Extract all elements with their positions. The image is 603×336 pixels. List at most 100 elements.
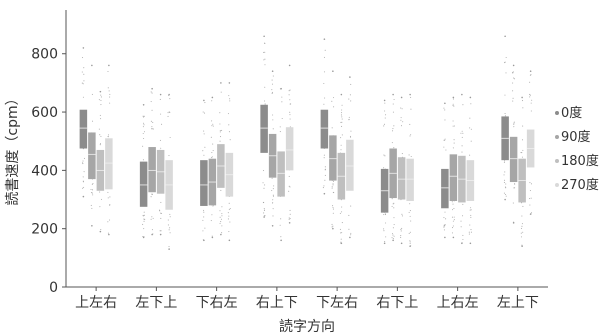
data-point — [504, 113, 506, 115]
data-point — [160, 113, 162, 115]
data-point — [513, 121, 515, 123]
data-point — [391, 237, 393, 239]
data-point — [142, 235, 144, 238]
data-point — [332, 183, 334, 185]
data-point — [340, 114, 343, 116]
data-point — [169, 232, 171, 234]
data-point — [271, 83, 274, 85]
data-point — [167, 115, 169, 118]
data-point — [529, 189, 531, 192]
data-point — [271, 92, 273, 94]
data-point — [152, 121, 154, 123]
data-point — [340, 112, 343, 114]
data-point — [91, 189, 94, 191]
x-tick-label: 下右左 — [196, 295, 238, 311]
data-point — [350, 83, 352, 85]
data-point — [91, 93, 93, 95]
data-point — [453, 105, 455, 107]
data-point — [150, 100, 152, 103]
data-point — [90, 191, 93, 194]
legend-marker-2 — [555, 135, 559, 139]
data-point — [332, 212, 334, 214]
data-point — [98, 128, 100, 130]
x-tick-label: 下左右 — [316, 295, 358, 311]
box-4-1 — [105, 138, 113, 190]
data-point — [444, 119, 446, 121]
data-point — [341, 121, 343, 123]
data-point — [100, 198, 103, 200]
data-point — [168, 154, 170, 157]
data-point — [350, 205, 352, 207]
data-point — [392, 128, 394, 130]
legend-marker-3 — [555, 159, 559, 163]
data-point — [142, 145, 144, 147]
max-point — [400, 96, 403, 99]
data-point — [385, 114, 387, 116]
data-point — [331, 127, 333, 129]
data-point — [470, 140, 472, 142]
data-point — [109, 96, 111, 98]
data-point — [211, 120, 213, 122]
data-point — [470, 103, 472, 105]
data-point — [383, 167, 385, 169]
box-2-8 — [509, 136, 518, 183]
data-point — [142, 132, 144, 135]
data-point — [505, 195, 507, 197]
data-point — [81, 82, 83, 84]
data-point — [109, 196, 111, 198]
data-point — [331, 226, 333, 228]
data-point — [529, 96, 531, 98]
data-point — [392, 111, 394, 113]
data-point — [221, 213, 223, 215]
data-point — [521, 225, 523, 227]
data-point — [452, 120, 454, 122]
data-point — [167, 112, 169, 114]
data-point — [400, 228, 402, 230]
data-point — [202, 111, 204, 113]
data-point — [443, 146, 445, 148]
data-point — [529, 93, 531, 95]
data-point — [451, 201, 453, 203]
data-point — [98, 99, 100, 101]
data-point — [82, 160, 84, 162]
data-point — [211, 235, 213, 237]
data-point — [350, 232, 352, 234]
data-point — [520, 232, 522, 234]
data-point — [401, 153, 403, 155]
data-point — [211, 214, 213, 216]
legend-marker-1 — [555, 111, 559, 115]
data-point — [512, 97, 514, 99]
y-tick-label: 600 — [31, 105, 58, 121]
data-point — [151, 109, 153, 111]
data-point — [143, 228, 145, 230]
data-point — [504, 160, 506, 162]
data-point — [401, 227, 403, 230]
max-point — [99, 90, 102, 93]
data-point — [203, 130, 205, 132]
x-tick-label: 左下上 — [135, 295, 177, 311]
min-point — [82, 195, 85, 198]
data-point — [227, 218, 229, 220]
data-point — [453, 216, 455, 218]
min-point — [108, 233, 110, 236]
data-point — [452, 104, 454, 107]
data-point — [529, 197, 531, 200]
data-point — [99, 143, 102, 145]
data-point — [410, 108, 412, 110]
data-point — [219, 216, 221, 218]
data-point — [460, 226, 462, 228]
data-point — [210, 219, 212, 222]
legend-label: 270度 — [561, 177, 599, 193]
data-point — [272, 194, 274, 196]
data-point — [520, 202, 523, 204]
data-point — [99, 114, 101, 116]
data-point — [444, 224, 446, 226]
data-point — [341, 222, 343, 224]
max-point — [151, 87, 153, 90]
data-point — [522, 205, 524, 208]
data-point — [393, 235, 395, 237]
box-1-2 — [139, 161, 148, 207]
data-point — [341, 104, 343, 106]
x-tick-label: 上右左 — [437, 295, 479, 311]
data-point — [202, 219, 204, 221]
